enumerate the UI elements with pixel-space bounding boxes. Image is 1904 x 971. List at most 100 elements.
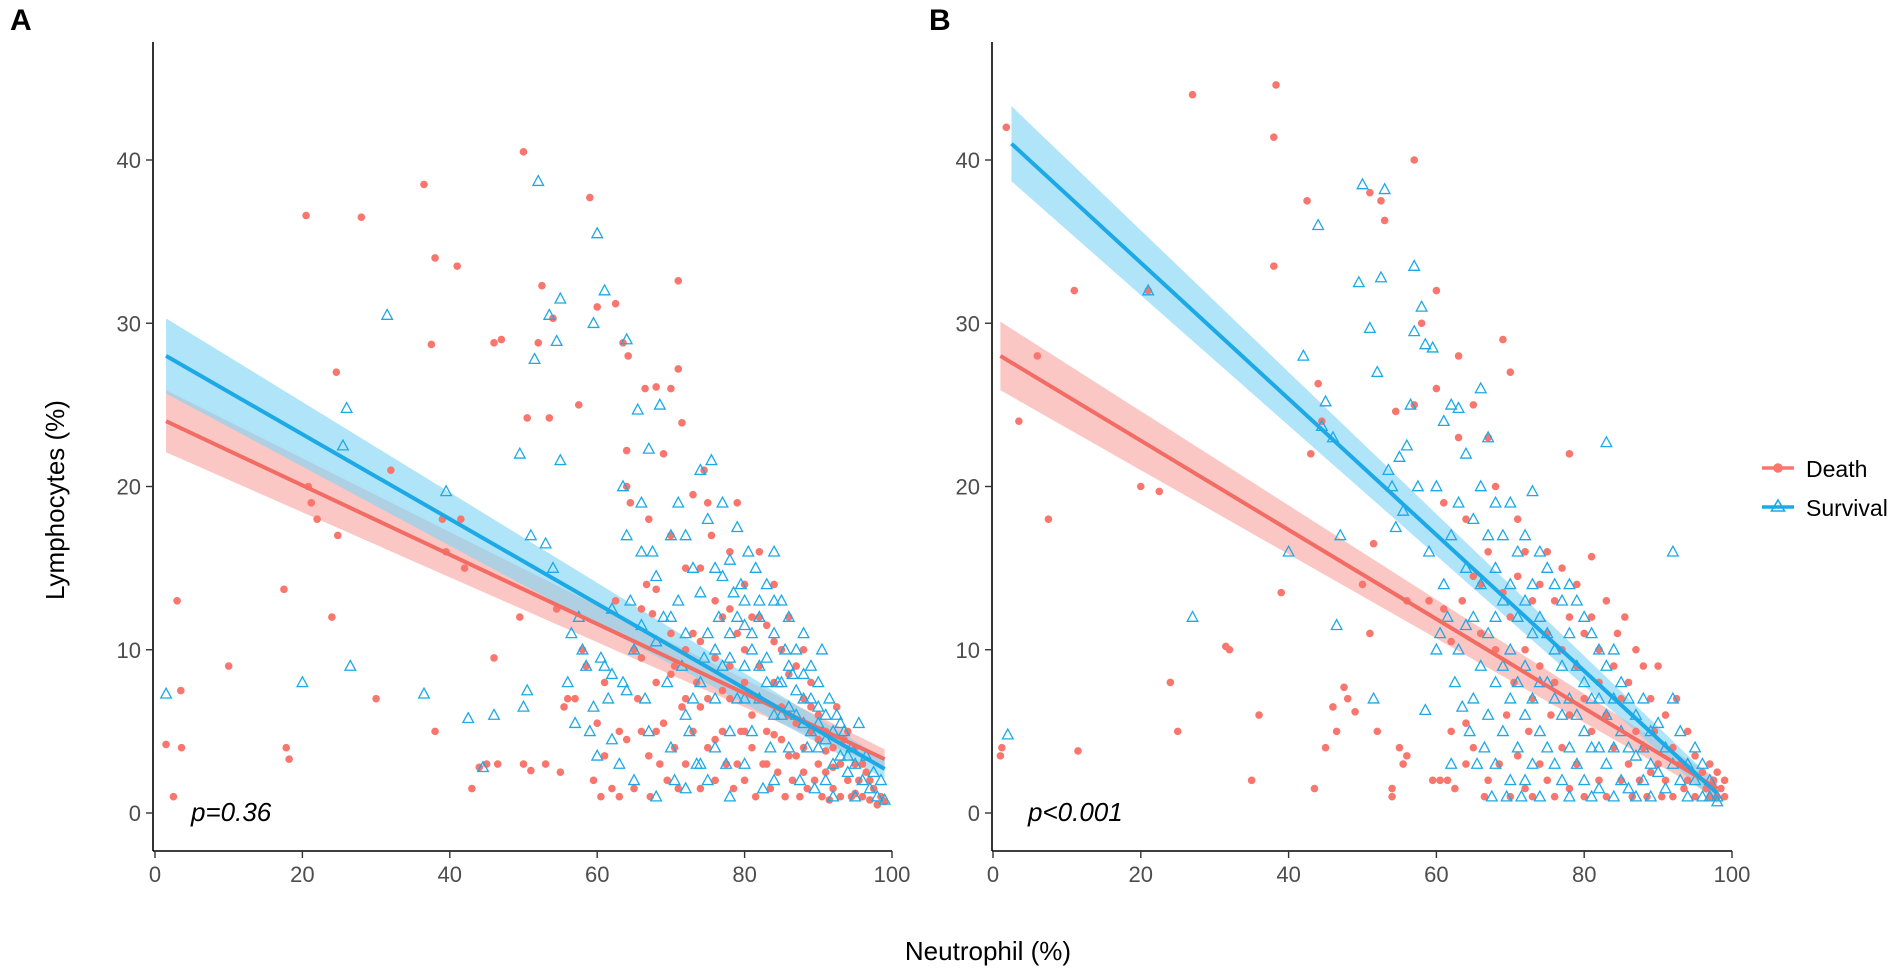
point-survival bbox=[1452, 642, 1465, 655]
point-survival bbox=[576, 642, 589, 655]
point-death bbox=[866, 776, 874, 785]
point-survival bbox=[749, 561, 763, 573]
point-death bbox=[843, 776, 852, 785]
point-death bbox=[814, 711, 823, 719]
point-survival bbox=[833, 716, 847, 729]
point-death bbox=[519, 148, 528, 156]
point-death bbox=[740, 678, 749, 687]
point-survival bbox=[767, 708, 781, 720]
point-death bbox=[696, 703, 705, 711]
point-death bbox=[1432, 286, 1441, 295]
point-survival bbox=[1555, 708, 1569, 720]
point-survival bbox=[1514, 789, 1528, 802]
point-survival bbox=[1407, 324, 1421, 337]
point-death bbox=[1270, 262, 1278, 270]
point-death bbox=[1550, 792, 1559, 801]
point-survival bbox=[1555, 773, 1569, 786]
point-survival bbox=[1629, 789, 1643, 802]
point-survival bbox=[1599, 757, 1613, 769]
point-survival bbox=[1296, 348, 1310, 361]
point-death bbox=[608, 784, 616, 793]
point-survival bbox=[693, 585, 707, 598]
point-death bbox=[626, 499, 635, 507]
point-death bbox=[1698, 768, 1707, 776]
point-death bbox=[1547, 711, 1555, 719]
point-death bbox=[1373, 727, 1382, 736]
point-death bbox=[1428, 776, 1437, 785]
point-survival bbox=[786, 667, 799, 680]
point-death bbox=[1358, 580, 1367, 589]
point-survival bbox=[819, 773, 833, 786]
point-survival bbox=[1688, 740, 1702, 753]
point-death bbox=[1654, 760, 1662, 768]
point-survival bbox=[856, 773, 869, 786]
point-death bbox=[1391, 407, 1400, 416]
point-survival bbox=[1518, 528, 1532, 541]
point-death bbox=[703, 694, 712, 703]
point-death bbox=[810, 776, 819, 785]
point-survival bbox=[1396, 504, 1410, 516]
point-survival bbox=[752, 659, 766, 671]
point-survival bbox=[1374, 270, 1388, 283]
point-death bbox=[748, 743, 756, 752]
point-survival bbox=[716, 495, 729, 508]
x-tick-label: 100 bbox=[874, 862, 911, 887]
point-survival bbox=[1592, 642, 1606, 655]
point-survival bbox=[782, 740, 796, 753]
point-survival bbox=[1599, 435, 1613, 448]
point-death bbox=[1720, 776, 1729, 785]
point-death bbox=[1469, 572, 1478, 581]
x-tick-label: 40 bbox=[438, 862, 462, 887]
point-survival bbox=[1533, 544, 1547, 557]
point-survival bbox=[1400, 438, 1414, 451]
point-survival bbox=[1381, 463, 1395, 476]
point-death bbox=[1484, 776, 1492, 785]
point-death bbox=[1580, 629, 1588, 638]
point-death bbox=[1543, 776, 1552, 785]
point-death bbox=[307, 499, 316, 507]
point-death bbox=[770, 730, 778, 739]
point-survival bbox=[797, 626, 810, 639]
point-death bbox=[431, 727, 439, 736]
point-death bbox=[1565, 613, 1574, 621]
point-death bbox=[726, 694, 734, 703]
point-survival bbox=[605, 667, 619, 680]
point-death bbox=[589, 776, 598, 785]
point-survival bbox=[1407, 259, 1421, 271]
point-death bbox=[302, 211, 310, 220]
point-survival bbox=[1500, 789, 1514, 802]
point-death bbox=[1587, 552, 1596, 561]
point-survival bbox=[513, 446, 527, 459]
point-survival bbox=[1518, 708, 1532, 720]
point-death bbox=[1451, 784, 1459, 793]
point-death bbox=[792, 752, 800, 760]
point-death bbox=[667, 670, 675, 679]
point-death bbox=[1720, 792, 1729, 801]
point-survival bbox=[815, 642, 829, 655]
point-death bbox=[652, 678, 660, 687]
panel-b-p-value: p<0.001 bbox=[1027, 797, 1123, 827]
point-survival bbox=[804, 691, 818, 704]
point-death bbox=[332, 368, 341, 377]
point-death bbox=[641, 384, 649, 393]
point-death bbox=[1621, 613, 1629, 621]
point-survival bbox=[642, 724, 656, 737]
point-death bbox=[1366, 629, 1374, 638]
point-death bbox=[637, 654, 646, 662]
point-death bbox=[1706, 760, 1714, 768]
point-death bbox=[372, 694, 380, 703]
point-survival bbox=[1186, 610, 1199, 622]
x-axis-title: Neutrophil (%) bbox=[905, 936, 1071, 966]
point-survival bbox=[1370, 365, 1384, 378]
point-survival bbox=[1474, 381, 1488, 394]
point-survival bbox=[638, 691, 652, 704]
point-survival bbox=[1311, 218, 1325, 231]
point-survival bbox=[1001, 727, 1015, 740]
point-survival bbox=[734, 577, 748, 590]
point-death bbox=[799, 645, 808, 654]
point-death bbox=[1502, 711, 1511, 719]
point-death bbox=[460, 564, 469, 572]
point-survival bbox=[1422, 544, 1436, 557]
point-death bbox=[681, 564, 690, 572]
point-survival bbox=[679, 781, 693, 794]
